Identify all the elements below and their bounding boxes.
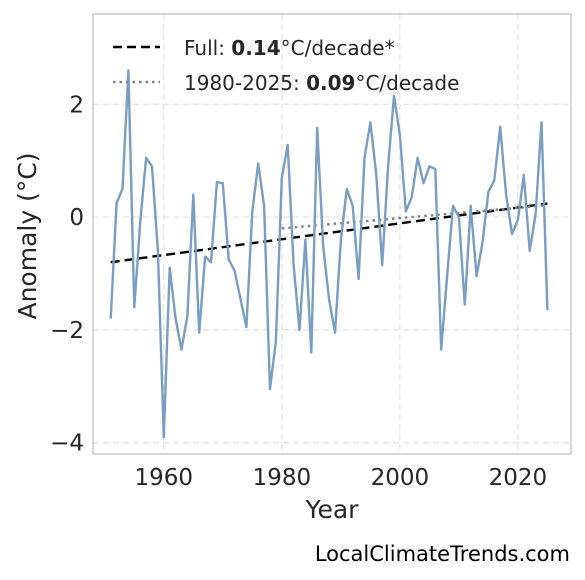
plot-frame (92, 13, 572, 455)
y-tick-label: −2 (50, 318, 84, 344)
trend-line-full (110, 202, 548, 264)
legend-1980-suffix: °C/decade (355, 71, 459, 95)
y-tick-label: 0 (69, 205, 84, 231)
y-tick-label: −4 (50, 431, 84, 457)
legend-full-prefix: Full: (184, 36, 231, 60)
legend-entry-full: Full: 0.14°C/decade* (184, 36, 395, 60)
x-tick-label: 1980 (253, 465, 312, 491)
x-ticks: 1960 1980 2000 2020 (135, 465, 548, 491)
watermark: LocalClimateTrends.com (315, 542, 570, 566)
legend-full-value: 0.14 (231, 36, 280, 60)
y-ticks: −4 −2 0 2 (50, 92, 84, 456)
x-tick-label: 2020 (489, 465, 548, 491)
y-tick-label: 2 (69, 92, 84, 118)
trend-lines (110, 202, 548, 264)
x-tick-label: 2000 (371, 465, 430, 491)
series-group (109, 69, 549, 439)
legend-1980-value: 0.09 (306, 71, 355, 95)
series-line (109, 69, 549, 439)
legend-full-suffix: °C/decade* (281, 36, 395, 60)
grid (93, 14, 571, 454)
legend-entry-1980: 1980-2025: 0.09°C/decade (184, 71, 459, 95)
y-axis-label: Anomaly (°C) (13, 152, 42, 319)
legend: Full: 0.14°C/decade* 1980-2025: 0.09°C/d… (113, 36, 459, 95)
x-axis-label: Year (305, 495, 360, 524)
legend-1980-prefix: 1980-2025: (184, 71, 306, 95)
trend-line-1980-2025 (281, 204, 548, 230)
x-tick-label: 1960 (135, 465, 194, 491)
